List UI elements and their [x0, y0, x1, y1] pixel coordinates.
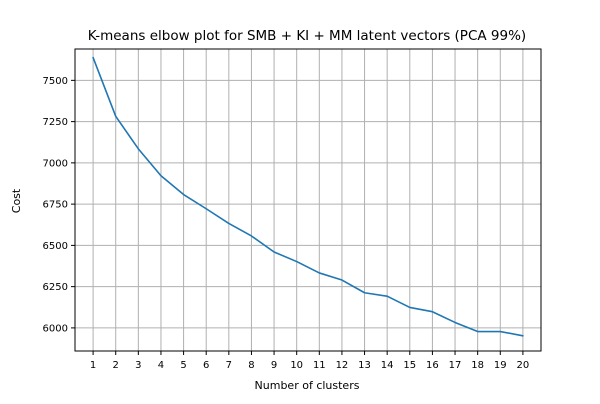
y-axis-label: Cost	[10, 188, 23, 213]
chart-title: K-means elbow plot for SMB + KI + MM lat…	[88, 28, 526, 44]
x-tick-label: 5	[180, 360, 186, 371]
x-tick-label: 4	[158, 360, 164, 371]
cost-series-line	[92, 56, 524, 337]
x-tick-label: 17	[449, 360, 462, 371]
series-layer	[92, 56, 524, 337]
x-tick-label: 19	[494, 360, 507, 371]
plot-frame	[74, 48, 542, 352]
x-axis-label: Number of clusters	[255, 379, 360, 392]
x-tick-label: 1	[90, 360, 96, 371]
y-tick-label: 6250	[43, 282, 68, 293]
x-tick-label: 15	[403, 360, 416, 371]
y-tick-label: 6000	[43, 323, 68, 334]
x-tick-label: 12	[336, 360, 349, 371]
x-tick-label: 14	[381, 360, 394, 371]
x-tick-label: 8	[248, 360, 254, 371]
y-tick-label: 7250	[43, 117, 68, 128]
x-tick-label: 6	[203, 360, 209, 371]
y-tick-label: 7000	[43, 158, 68, 169]
x-tick-label: 3	[135, 360, 141, 371]
x-tick-label: 11	[313, 360, 326, 371]
y-tick-label: 6500	[43, 241, 68, 252]
x-tick-label: 18	[471, 360, 484, 371]
x-tick-label: 16	[426, 360, 439, 371]
x-tick-label: 13	[358, 360, 371, 371]
x-tick-label: 10	[290, 360, 303, 371]
y-tick-label: 6750	[43, 200, 68, 211]
y-axis-ticks: 6000 6250 6500 6750 7000 7250 7500	[43, 76, 75, 334]
grid	[75, 49, 541, 351]
x-tick-label: 7	[226, 360, 232, 371]
x-axis-ticks: 1 2 3 4 5 6 7 8 9 10 11 12 13 14 15 16 17 18 19 20	[90, 351, 529, 371]
x-tick-label: 9	[271, 360, 277, 371]
y-tick-label: 7500	[43, 76, 68, 87]
x-tick-label: 2	[113, 360, 119, 371]
x-tick-label: 20	[517, 360, 530, 371]
